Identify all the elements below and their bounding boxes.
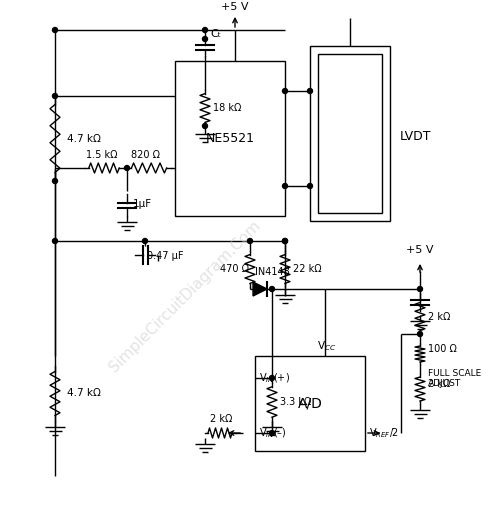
Text: +5 V: +5 V: [221, 2, 249, 12]
Text: NE5521: NE5521: [206, 132, 255, 145]
Text: 820 Ω: 820 Ω: [131, 150, 160, 160]
Text: V$_{CC}$: V$_{CC}$: [318, 339, 337, 353]
Text: V$_{IN}$(–): V$_{IN}$(–): [259, 426, 287, 440]
Circle shape: [283, 238, 287, 244]
Circle shape: [203, 27, 208, 33]
Circle shape: [417, 331, 422, 337]
Text: FULL SCALE
ADJUST: FULL SCALE ADJUST: [428, 369, 481, 388]
Text: 1.5 kΩ: 1.5 kΩ: [86, 150, 117, 160]
Circle shape: [283, 88, 287, 94]
Text: 2 kΩ: 2 kΩ: [210, 414, 232, 424]
Bar: [175, 61, 285, 216]
Circle shape: [270, 430, 275, 436]
Circle shape: [283, 238, 287, 244]
Text: LVDT: LVDT: [400, 129, 431, 143]
Circle shape: [417, 287, 422, 291]
Circle shape: [52, 178, 57, 184]
Text: SimpleCircuitDiagram.Com: SimpleCircuitDiagram.Com: [106, 217, 264, 375]
Text: 100 Ω: 100 Ω: [428, 344, 457, 354]
Text: IN4148: IN4148: [255, 267, 290, 277]
Text: 470 Ω: 470 Ω: [220, 264, 249, 274]
Text: 0.47 μF: 0.47 μF: [147, 251, 183, 261]
Circle shape: [52, 238, 57, 244]
Text: 3.3 kΩ: 3.3 kΩ: [280, 397, 311, 407]
Text: 2 kΩ: 2 kΩ: [428, 379, 451, 389]
Circle shape: [307, 184, 312, 188]
Circle shape: [203, 124, 208, 128]
Bar: [310, 46, 390, 221]
Text: 18 kΩ: 18 kΩ: [213, 103, 241, 113]
Circle shape: [307, 88, 312, 94]
Circle shape: [270, 376, 275, 380]
Polygon shape: [253, 282, 267, 296]
Text: A/D: A/D: [297, 397, 323, 410]
Circle shape: [283, 184, 287, 188]
Text: 22 kΩ: 22 kΩ: [293, 264, 322, 274]
Circle shape: [124, 166, 130, 170]
Circle shape: [52, 94, 57, 98]
Text: 4.7 kΩ: 4.7 kΩ: [67, 134, 101, 144]
Circle shape: [270, 287, 275, 291]
Bar: [255, 356, 365, 451]
Circle shape: [247, 238, 253, 244]
Bar: [318, 54, 382, 213]
Text: 4.7 kΩ: 4.7 kΩ: [67, 388, 101, 398]
Circle shape: [203, 36, 208, 42]
Text: V$_{IN}$(+): V$_{IN}$(+): [259, 371, 290, 385]
Text: V$_{REF}$/2: V$_{REF}$/2: [369, 426, 399, 440]
Text: 1μF: 1μF: [133, 199, 152, 209]
Circle shape: [52, 27, 57, 33]
Text: 2 kΩ: 2 kΩ: [428, 312, 451, 322]
Circle shape: [143, 238, 148, 244]
Text: Cₜ: Cₜ: [210, 29, 221, 39]
Text: +5 V: +5 V: [406, 245, 434, 255]
